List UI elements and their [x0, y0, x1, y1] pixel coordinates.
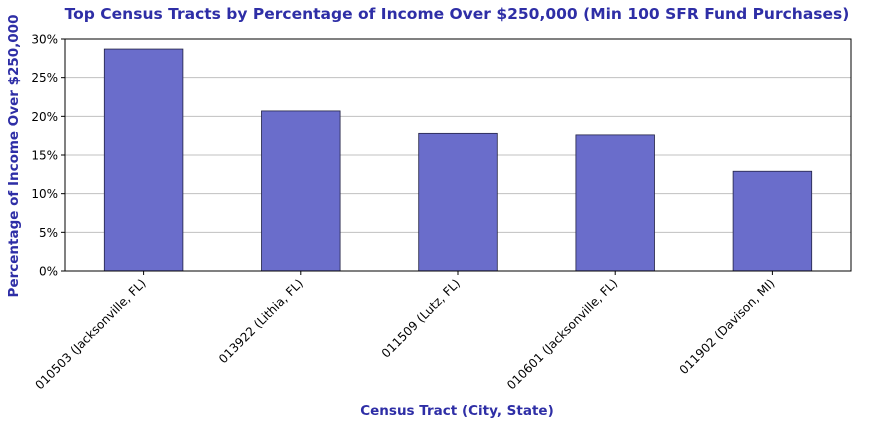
y-tick-label: 20%	[31, 110, 58, 124]
chart-title: Top Census Tracts by Percentage of Incom…	[65, 5, 850, 23]
y-tick-label: 30%	[31, 33, 58, 47]
x-axis-title: Census Tract (City, State)	[360, 403, 554, 419]
y-tick-label: 15%	[31, 149, 58, 163]
y-tick-label: 0%	[39, 265, 58, 279]
y-tick-label: 25%	[31, 71, 58, 85]
x-tick-label: 010503 (Jacksonville, FL)	[33, 276, 149, 392]
bars	[103, 48, 813, 272]
x-tick-label: 011902 (Davison, MI)	[677, 276, 778, 377]
x-tick-label: 010601 (Jacksonville, FL)	[504, 276, 620, 392]
x-tick-label: 013922 (Lithia, FL)	[216, 276, 306, 366]
bar	[261, 110, 341, 272]
bar	[418, 132, 498, 272]
x-axis-ticks: 010503 (Jacksonville, FL) 013922 (Lithia,…	[33, 271, 778, 392]
y-tick-label: 5%	[39, 226, 58, 240]
bar	[732, 170, 813, 272]
y-axis-title: Percentage of Income Over $250,000	[6, 15, 22, 298]
bar	[575, 134, 655, 272]
y-axis-ticks: 0% 5% 10% 15% 20% 25% 30%	[31, 33, 65, 279]
y-tick-label: 10%	[31, 187, 58, 201]
x-tick-label: 011509 (Lutz, FL)	[379, 276, 463, 360]
bar	[103, 48, 184, 272]
